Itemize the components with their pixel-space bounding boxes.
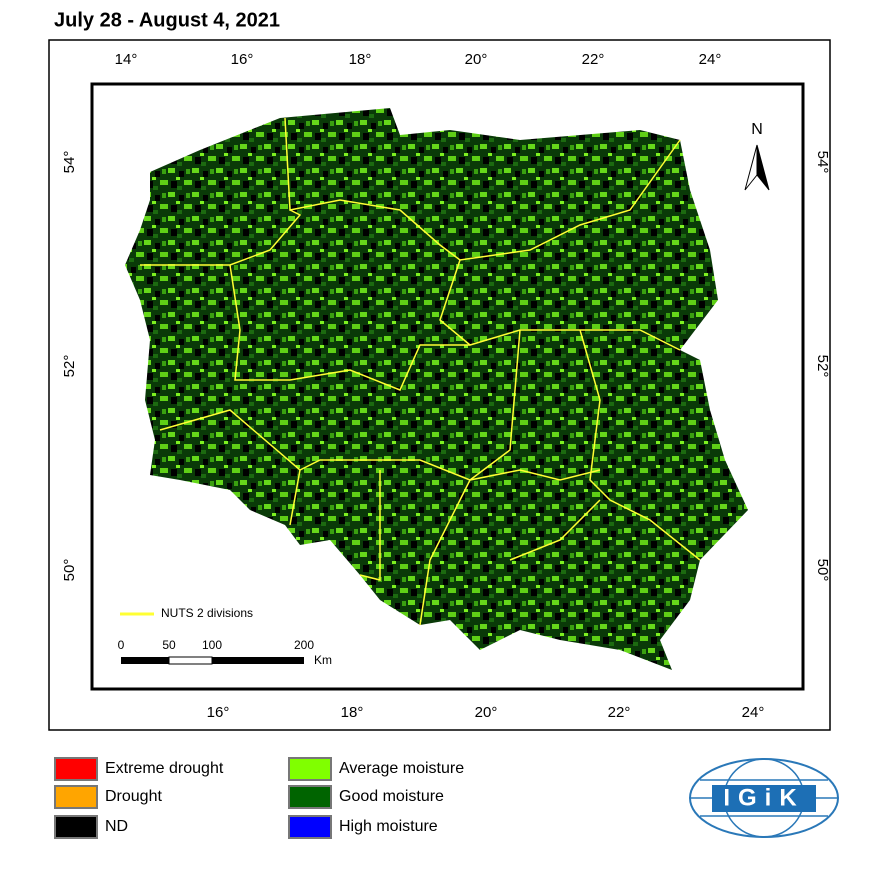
- legend-swatch: [54, 757, 98, 781]
- right-tick-label: 50°: [814, 559, 831, 582]
- left-tick-label: 52°: [61, 355, 78, 378]
- nuts-boundaries: [140, 117, 701, 626]
- legend-label: High moisture: [339, 818, 438, 835]
- bottom-tick-label: 18°: [341, 704, 364, 721]
- bottom-tick-label: 20°: [475, 704, 498, 721]
- legend-label: Average moisture: [339, 760, 464, 777]
- legend-swatch: [288, 757, 332, 781]
- legend-label: Extreme drought: [105, 760, 224, 777]
- top-tick-label: 20°: [465, 51, 488, 68]
- logo: IGiK: [689, 758, 839, 838]
- logo-text: IGiK: [723, 784, 804, 811]
- nuts-legend-label: NUTS 2 divisions: [161, 606, 253, 620]
- scale-label: 0: [118, 638, 125, 652]
- right-tick-label: 52°: [814, 355, 831, 378]
- legend-label: ND: [105, 818, 128, 835]
- legend-swatch: [54, 815, 98, 839]
- bottom-tick-label: 16°: [207, 704, 230, 721]
- top-tick-label: 22°: [582, 51, 605, 68]
- legend-label: Drought: [105, 788, 162, 805]
- legend-swatch: [54, 785, 98, 809]
- north-label: N: [751, 121, 763, 138]
- top-tick-label: 16°: [231, 51, 254, 68]
- left-tick-label: 50°: [61, 559, 78, 582]
- right-tick-label: 54°: [814, 151, 831, 174]
- bottom-tick-label: 24°: [742, 704, 765, 721]
- title: July 28 - August 4, 2021: [54, 9, 280, 31]
- legend-swatch: [288, 785, 332, 809]
- top-tick-label: 24°: [699, 51, 722, 68]
- scale-label: 200: [294, 638, 314, 652]
- north-arrow-right: [756, 144, 770, 191]
- bottom-tick-label: 22°: [608, 704, 631, 721]
- legend-swatch: [288, 815, 332, 839]
- top-tick-label: 14°: [115, 51, 138, 68]
- top-tick-label: 18°: [349, 51, 372, 68]
- left-tick-label: 54°: [61, 151, 78, 174]
- scale-bar: [121, 656, 304, 665]
- scale-label: 50: [162, 638, 176, 652]
- outer-frame: [48, 39, 831, 731]
- scale-unit: Km: [314, 653, 332, 667]
- scale-label: 100: [202, 638, 222, 652]
- country-map: [125, 108, 748, 670]
- legend-label: Good moisture: [339, 788, 444, 805]
